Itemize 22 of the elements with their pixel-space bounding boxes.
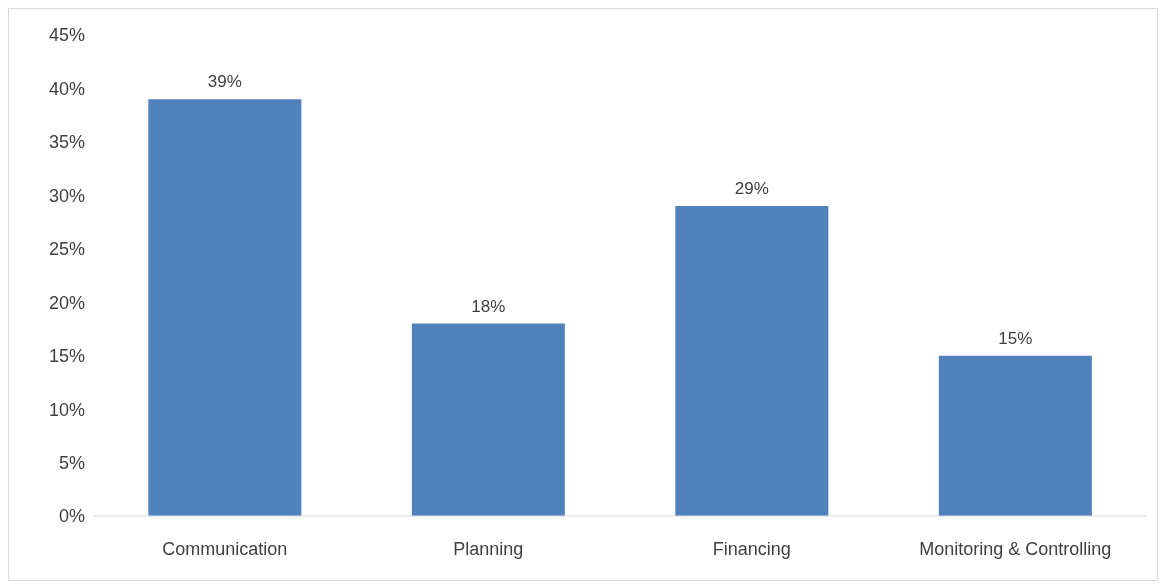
data-label: 15% <box>998 328 1033 348</box>
bar <box>938 355 1092 516</box>
bar <box>411 323 565 516</box>
bar <box>675 206 829 516</box>
x-tick-label: Financing <box>712 538 791 559</box>
y-tick-label: 15% <box>48 346 85 367</box>
y-tick-label: 35% <box>48 132 85 153</box>
y-tick-label: 30% <box>48 185 85 206</box>
data-label: 18% <box>471 296 506 316</box>
x-tick-label: Planning <box>453 538 524 559</box>
y-tick-label: 20% <box>48 292 85 313</box>
x-tick-label: Communication <box>162 538 288 559</box>
bar <box>148 99 302 516</box>
x-tick-label: Monitoring & Controlling <box>919 538 1112 559</box>
y-tick-label: 5% <box>58 452 85 473</box>
y-tick-label: 25% <box>48 239 85 260</box>
y-tick-label: 45% <box>48 25 85 46</box>
y-tick-label: 0% <box>58 506 85 527</box>
data-label: 39% <box>207 72 242 92</box>
y-tick-label: 40% <box>48 78 85 99</box>
data-label: 29% <box>734 179 769 199</box>
y-tick-label: 10% <box>48 399 85 420</box>
